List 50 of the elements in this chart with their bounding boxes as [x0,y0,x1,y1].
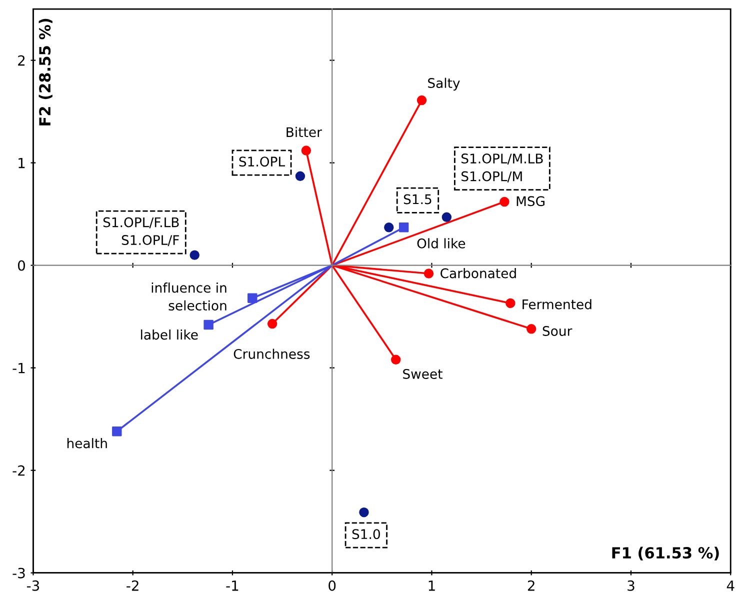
point [267,318,278,329]
point [384,222,394,232]
point [359,508,369,518]
y-tick-label: 0 [18,260,25,271]
point [301,146,312,156]
annotation: health [67,438,107,448]
annotation: MSG [516,196,544,206]
point [506,298,516,308]
point [295,171,306,181]
annotation: influence in selection [152,282,226,311]
annotation: S1.OPL/M.LB S1.OPL/M [462,154,543,182]
x-tick-label: -2 [126,580,138,591]
point [204,320,214,330]
point [500,196,510,207]
annotation: Sour [542,326,572,336]
x-tick-label: 3 [628,580,634,591]
point [416,95,427,106]
annotation: S1.5 [404,194,432,204]
annotation: Sweet [403,368,442,379]
x-axis-title: F1 (61.53 %) [612,546,719,560]
annotation: Fermented [522,299,592,310]
y-tick-label: -1 [12,362,25,374]
point [424,268,434,278]
annotation: S1.OPL [239,156,286,167]
y-tick-label: -2 [12,465,25,476]
annotation: label like [141,329,198,340]
annotation: S1.0 [352,529,380,540]
annotation: Crunchness [234,348,310,359]
x-tick-label: -1 [226,580,238,591]
annotation: Carbonated [440,268,516,278]
point [391,354,401,364]
x-tick-label: -3 [26,580,40,591]
x-tick-label: 4 [726,580,734,591]
annotation: Old like [417,238,466,248]
y-tick-label: -3 [12,568,25,578]
y-tick-label: 1 [18,158,25,168]
point [248,293,258,303]
point [190,250,200,260]
y-tick-label: 2 [18,55,25,66]
annotation: Salty [428,78,460,91]
point [112,426,122,436]
point [526,324,536,334]
point [442,212,452,222]
x-tick-label: 0 [328,580,336,591]
x-tick-label: 2 [528,580,534,591]
annotation: S1.OPL/F.LB S1.OPL/F [103,217,179,246]
annotation: Bitter [286,126,322,138]
x-tick-label: 1 [428,580,435,591]
point [398,222,409,232]
y-axis-title: F2 (28.55 %) [38,18,52,126]
